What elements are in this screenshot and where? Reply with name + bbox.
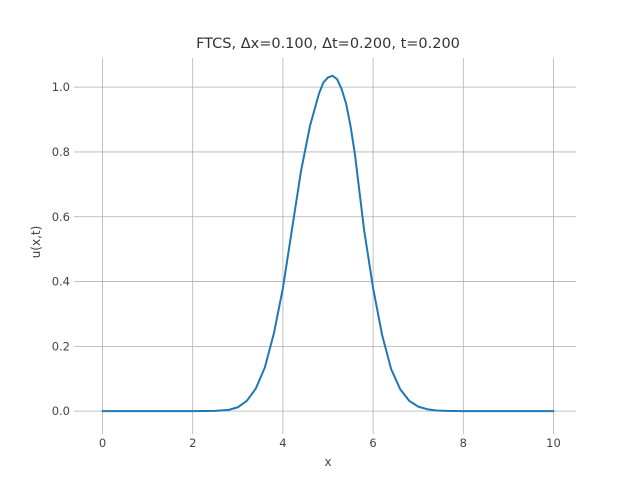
x-axis-label: x (324, 455, 331, 469)
series (101, 74, 555, 413)
y-axis-label: u(x,t) (29, 226, 43, 259)
y-tick-label: 1.0 (52, 80, 70, 94)
y-tick-label: 0.6 (52, 210, 70, 224)
y-tick-label: 0.8 (52, 145, 70, 159)
grid (80, 58, 576, 428)
tick-labels: 0 2 4 6 8 10 0.0 0.2 0.4 0.6 0.8 1.0 (52, 80, 561, 450)
x-tick-label: 6 (369, 436, 376, 450)
x-tick-label: 2 (189, 436, 196, 450)
series-line (101, 74, 555, 413)
x-tick-label: 8 (460, 436, 467, 450)
y-tick-label: 0.4 (52, 275, 70, 289)
y-tick-label: 0.0 (52, 404, 70, 418)
x-tick-label: 4 (279, 436, 286, 450)
chart-title: FTCS, Δx=0.100, Δt=0.200, t=0.200 (196, 36, 460, 52)
tick-marks (74, 86, 554, 434)
x-tick-label: 10 (546, 436, 561, 450)
y-tick-label: 0.2 (52, 339, 70, 353)
x-tick-label: 0 (99, 436, 106, 450)
